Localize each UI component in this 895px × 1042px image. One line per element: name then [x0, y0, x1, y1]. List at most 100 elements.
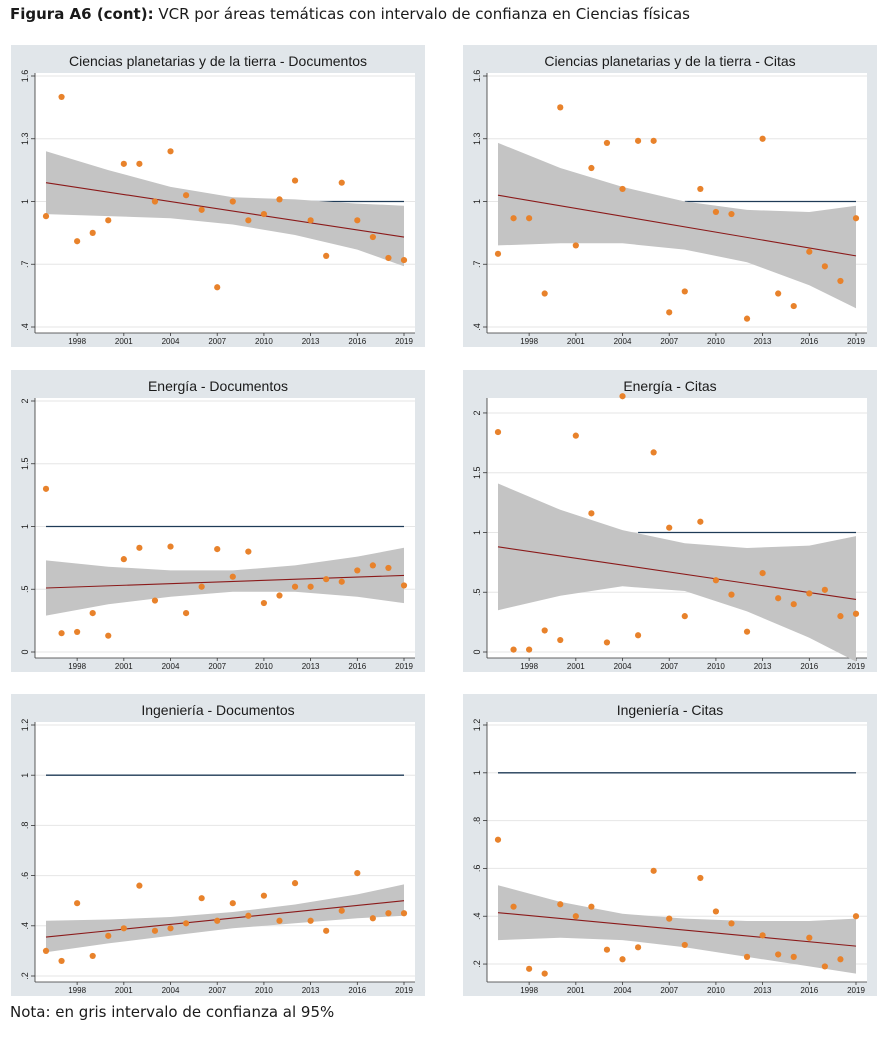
data-point — [743, 628, 751, 635]
data-point — [151, 597, 159, 604]
y-tick-label: 1.5 — [20, 457, 30, 470]
data-point — [588, 903, 595, 910]
figure-note: Nota: en gris intervalo de confianza al … — [10, 1003, 335, 1021]
y-tick-label: 1.3 — [20, 132, 30, 145]
x-tick-label: 2013 — [754, 662, 772, 671]
data-point — [697, 518, 704, 525]
data-point — [806, 934, 813, 941]
chart-svg-2: Ciencias planetarias y de la tierra - Ci… — [472, 53, 867, 346]
y-tick-label: .4 — [472, 323, 482, 331]
data-point — [338, 907, 345, 914]
x-tick-label: 2013 — [754, 337, 772, 346]
data-point — [619, 956, 626, 963]
data-point — [136, 882, 143, 889]
x-tick-label: 2019 — [847, 986, 865, 995]
x-tick-label: 2013 — [754, 986, 772, 995]
data-point — [354, 869, 361, 877]
confidence-band — [46, 151, 404, 267]
data-point — [167, 925, 174, 932]
data-point — [619, 185, 626, 193]
data-point — [557, 104, 564, 111]
y-tick-label: 0 — [20, 649, 30, 654]
data-point — [260, 599, 268, 607]
data-point — [588, 164, 595, 172]
y-tick-label: 1 — [20, 199, 30, 204]
y-tick-label: 1.3 — [472, 132, 482, 145]
chart-panel-5: Ingeniería - Documentos .2 .4 .6 .8 1 1.2 1998 2… — [11, 694, 425, 996]
y-tick-label: 1.6 — [472, 70, 482, 83]
data-point — [120, 556, 127, 563]
y-tick-label: 1.2 — [472, 719, 482, 732]
data-point — [323, 927, 330, 934]
data-point — [666, 524, 673, 531]
y-tick-label: .8 — [20, 822, 30, 830]
data-point — [634, 137, 642, 144]
chart-title: Ingeniería - Citas — [617, 702, 724, 718]
x-tick-label: 2016 — [800, 662, 818, 671]
x-tick-label: 2004 — [162, 662, 180, 671]
fit-line — [497, 912, 857, 947]
x-tick-label: 2007 — [208, 986, 226, 995]
data-point — [837, 277, 844, 285]
data-point — [229, 573, 236, 580]
y-tick-label: .6 — [472, 865, 482, 873]
data-point — [790, 601, 797, 608]
data-point — [291, 880, 299, 887]
data-point — [775, 595, 782, 602]
x-tick-label: 2007 — [208, 662, 226, 671]
y-tick-label: .5 — [472, 588, 482, 596]
data-point — [42, 485, 50, 492]
x-tick-label: 2007 — [208, 337, 226, 346]
x-tick-label: 2013 — [302, 662, 320, 671]
x-tick-label: 2019 — [395, 337, 413, 346]
y-tick-label: 1 — [472, 770, 482, 775]
y-tick-label: 2 — [20, 398, 30, 403]
x-tick-label: 2016 — [800, 337, 818, 346]
data-point — [276, 592, 283, 599]
x-tick-label: 2010 — [707, 662, 725, 671]
data-point — [89, 952, 96, 960]
y-tick-label: 1 — [472, 530, 482, 535]
data-point — [167, 148, 174, 155]
x-tick-label: 2007 — [660, 337, 678, 346]
data-point — [245, 548, 252, 555]
data-point — [821, 263, 828, 270]
data-point — [697, 874, 704, 882]
y-tick-label: .2 — [20, 972, 30, 980]
x-tick-label: 2004 — [614, 337, 632, 346]
data-point — [526, 646, 533, 653]
data-point — [712, 908, 720, 915]
chart-title: Energía - Citas — [623, 378, 716, 394]
data-point — [385, 910, 392, 917]
data-point — [775, 951, 782, 958]
data-point — [105, 932, 112, 939]
x-tick-label: 2016 — [800, 986, 818, 995]
data-point — [58, 630, 65, 637]
data-point — [291, 583, 299, 590]
x-tick-label: 2001 — [567, 662, 585, 671]
data-point — [759, 570, 766, 577]
data-point — [198, 583, 205, 590]
data-point — [400, 582, 408, 589]
y-tick-label: 2 — [472, 410, 482, 415]
x-tick-label: 1998 — [68, 662, 86, 671]
x-tick-label: 2019 — [847, 662, 865, 671]
data-point — [167, 543, 174, 550]
data-point — [276, 917, 283, 924]
data-point — [291, 177, 299, 184]
data-point — [790, 953, 797, 960]
data-point — [494, 250, 502, 257]
data-point — [837, 613, 844, 620]
y-tick-label: 0 — [472, 649, 482, 654]
data-point — [307, 917, 314, 924]
chart-svg-5: Ingeniería - Documentos .2 .4 .6 .8 1 1.2 1998 2… — [20, 702, 415, 995]
data-point — [619, 393, 626, 400]
plot-area — [35, 398, 415, 658]
x-tick-label: 2010 — [255, 986, 273, 995]
y-tick-label: .5 — [20, 585, 30, 593]
data-point — [494, 836, 502, 843]
y-tick-label: 1 — [20, 524, 30, 529]
data-point — [245, 912, 252, 919]
data-point — [541, 970, 548, 977]
y-tick-label: 1.6 — [20, 70, 30, 83]
